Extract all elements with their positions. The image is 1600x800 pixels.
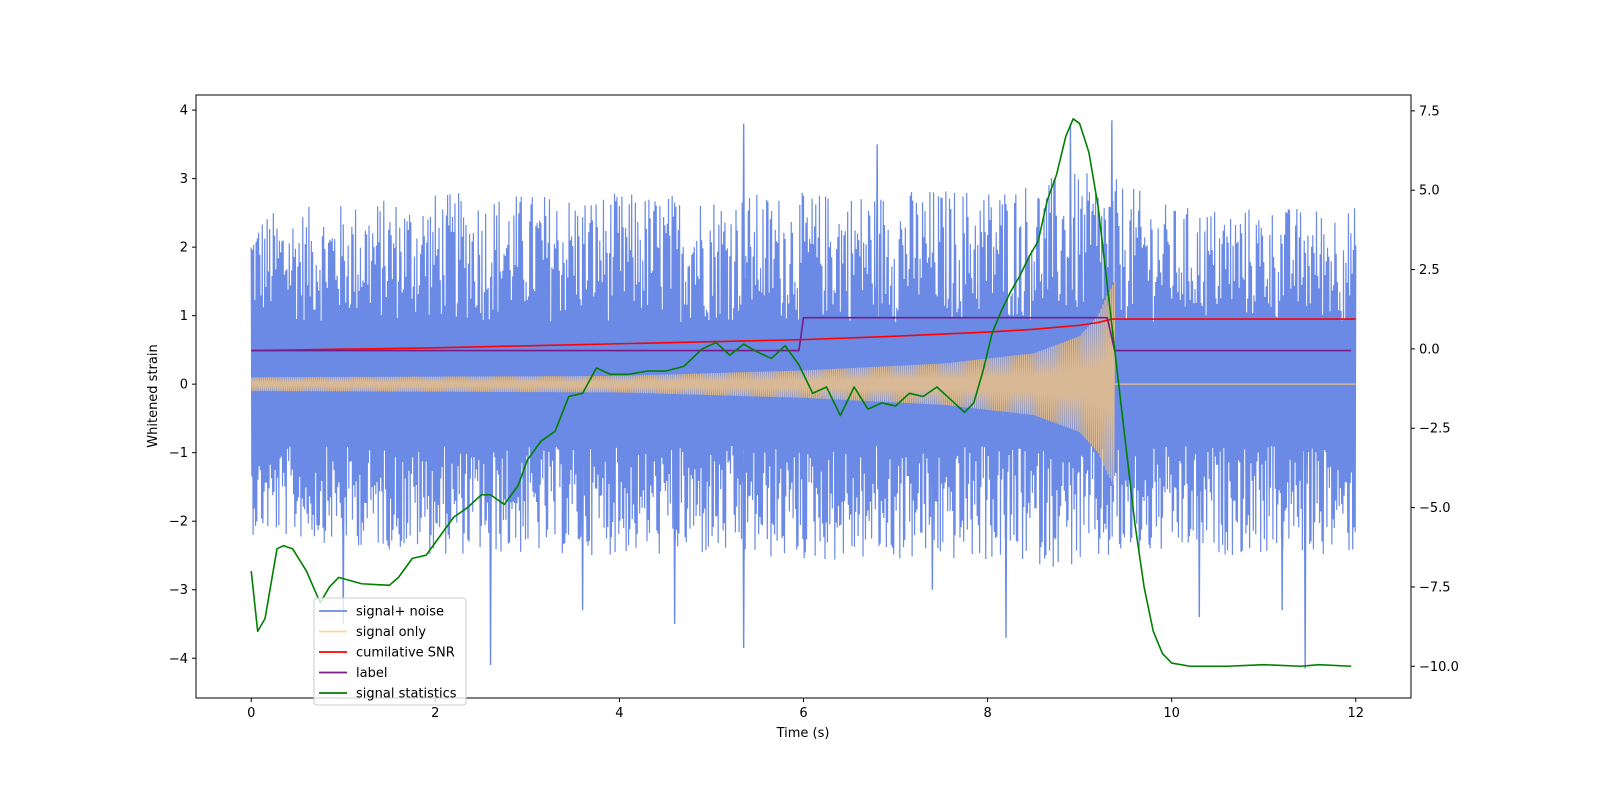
series-signal-noise [250, 173, 1357, 567]
y-tick-label: −1 [169, 446, 188, 461]
series-layer [250, 118, 1357, 669]
y-tick-label: 2 [180, 241, 188, 256]
y-tick-label: −2 [169, 515, 188, 530]
y-tick-label: −3 [169, 583, 188, 598]
series-cumilative-snr [251, 318, 1356, 352]
y-tick-label: 0 [180, 378, 188, 393]
x-tick-label: 12 [1347, 706, 1364, 721]
series-signal-statistics [250, 118, 1352, 668]
legend-frame [313, 597, 467, 706]
y2-tick-label: 5.0 [1419, 184, 1440, 199]
x-tick-label: 0 [247, 706, 255, 721]
y-axis: −4 −3 −2 −1 0 1 2 3 4 [169, 104, 196, 667]
x-axis-label: Time (s) [776, 726, 830, 741]
y2-tick-label: −7.5 [1419, 580, 1451, 595]
x-tick-label: 10 [1163, 706, 1180, 721]
series-signal-only [250, 281, 1116, 486]
y-tick-label: −4 [169, 652, 188, 667]
legend-label-cumilative-snr: cumilative SNR [356, 646, 455, 661]
y2-tick-label: −2.5 [1419, 422, 1451, 437]
y2-tick-label: 7.5 [1419, 104, 1440, 119]
legend-label-signal-only: signal only [356, 625, 426, 640]
legend-label-signal-statistics: signal statistics [356, 687, 457, 702]
y-axis-label: Whitened strain [146, 344, 161, 447]
series-label [251, 316, 1352, 352]
legend-label-label: label [356, 666, 387, 681]
y2-tick-label: 0.0 [1419, 342, 1440, 357]
x-tick-label: 4 [615, 706, 623, 721]
x-tick-label: 8 [983, 706, 991, 721]
y-tick-label: 1 [180, 309, 188, 324]
y2-axis: −10.0 −7.5 −5.0 −2.5 0.0 2.5 5.0 7.5 [1411, 104, 1459, 675]
x-tick-label: 2 [431, 706, 439, 721]
x-tick-label: 6 [799, 706, 807, 721]
y2-tick-label: −10.0 [1419, 660, 1459, 675]
y2-tick-label: −5.0 [1419, 501, 1451, 516]
legend-label-signal-noise: signal+ noise [356, 605, 444, 620]
y-tick-label: 3 [180, 172, 188, 187]
y-tick-label: 4 [180, 104, 188, 119]
y2-tick-label: 2.5 [1419, 263, 1440, 278]
legend: signal+ noise signal only cumilative SNR la… [313, 597, 467, 706]
